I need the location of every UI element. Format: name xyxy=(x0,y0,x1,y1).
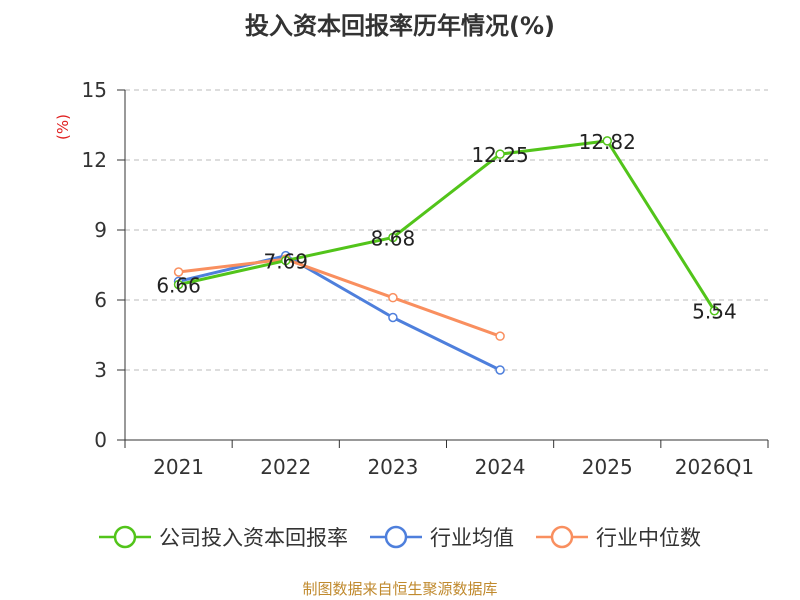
series-line-company xyxy=(178,139,716,312)
data-point-company xyxy=(173,279,184,290)
data-point-industry_avg xyxy=(388,312,398,323)
legend-item-industry-median[interactable]: 行业中位数 xyxy=(536,522,701,552)
x-tick-label: 2025 xyxy=(582,455,633,479)
source-note: 制图数据来自恒生聚源数据库 xyxy=(302,580,498,598)
data-point-industry_median xyxy=(388,292,398,303)
data-point-industry_median xyxy=(173,267,184,277)
data-label: 12.82 xyxy=(579,130,636,154)
x-tick-label: 2021 xyxy=(153,455,204,479)
y-tick-label: 3 xyxy=(94,358,107,382)
legend-item-industry-avg[interactable]: 行业均值 xyxy=(370,522,514,552)
y-tick-label: 15 xyxy=(82,78,107,102)
series-line-industry_avg xyxy=(178,254,501,372)
x-tick-label: 2026Q1 xyxy=(675,455,754,479)
x-tick-label: 2022 xyxy=(260,455,311,479)
data-point-company xyxy=(388,232,398,243)
data-point-industry_median xyxy=(495,331,505,341)
legend-marker xyxy=(384,525,408,549)
x-tick-label: 2024 xyxy=(475,455,526,479)
data-point-company xyxy=(709,305,720,316)
data-label: 8.68 xyxy=(371,226,416,250)
y-axis-label: (%) xyxy=(54,114,72,140)
y-tick-label: 9 xyxy=(94,218,107,242)
legend-swatch-industry-avg xyxy=(370,525,422,549)
data-point-company xyxy=(495,149,505,159)
data-label: 5.54 xyxy=(692,300,737,324)
y-tick-label: 6 xyxy=(94,288,107,312)
legend-marker xyxy=(550,525,574,549)
y-tick-label: 12 xyxy=(82,148,107,172)
legend: 公司投入资本回报率 行业均值 行业中位数 xyxy=(0,520,800,554)
data-point-company xyxy=(602,136,612,146)
series-line-industry_median xyxy=(178,257,501,338)
legend-item-company[interactable]: 公司投入资本回报率 xyxy=(99,522,348,552)
data-label: 12.25 xyxy=(471,143,528,167)
x-tick-label: 2023 xyxy=(367,455,418,479)
chart-title: 投入资本回报率历年情况(%) xyxy=(245,12,555,40)
legend-label-industry-avg: 行业均值 xyxy=(430,526,514,550)
y-tick-label: 0 xyxy=(94,428,107,452)
data-label: 7.69 xyxy=(263,250,308,274)
data-point-company xyxy=(281,255,291,266)
legend-swatch-industry-median xyxy=(536,525,588,549)
data-point-industry_avg xyxy=(495,365,505,375)
legend-label-industry-median: 行业中位数 xyxy=(596,526,701,550)
legend-label-company: 公司投入资本回报率 xyxy=(159,526,348,550)
legend-marker xyxy=(113,525,137,549)
legend-swatch-company xyxy=(99,525,151,549)
data-label: 6.66 xyxy=(156,274,201,298)
